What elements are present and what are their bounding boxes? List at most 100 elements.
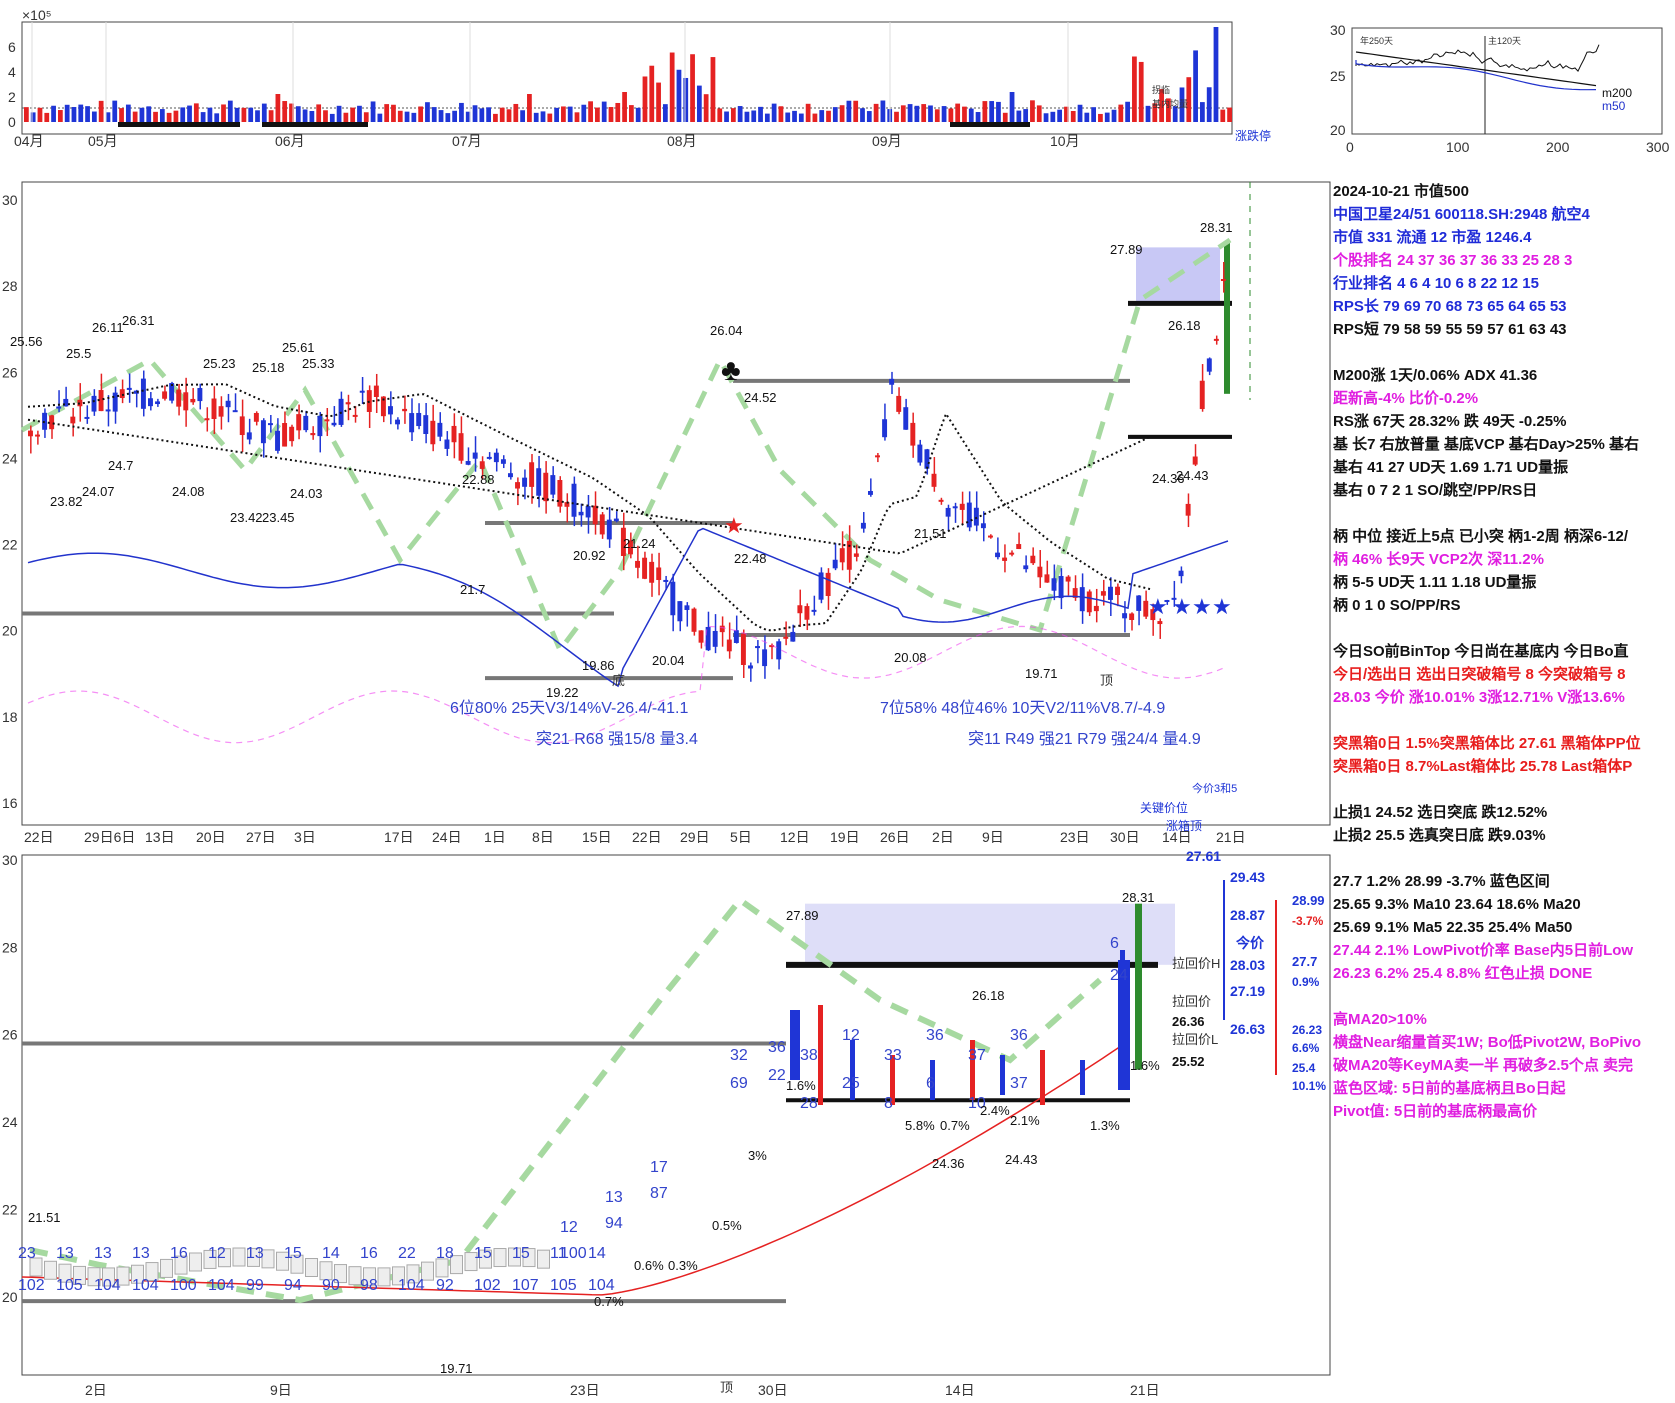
price-label: 23.45 xyxy=(262,510,295,525)
candle-body xyxy=(670,581,676,616)
volume-bar xyxy=(540,111,546,122)
star-icon: ★ xyxy=(1172,594,1192,619)
volume-bar xyxy=(98,100,104,122)
main-x-tick: 17日 xyxy=(384,829,414,845)
info-line xyxy=(1333,502,1673,525)
price-label: 26.04 xyxy=(710,323,743,338)
info-line: 高MA20>10% xyxy=(1333,1011,1427,1028)
candle-body xyxy=(522,477,528,487)
main-x-tick: 8日 xyxy=(532,829,554,845)
candle-body xyxy=(790,631,796,642)
candle-body xyxy=(606,519,612,540)
volume-bar xyxy=(343,112,349,122)
candle-body xyxy=(423,415,429,435)
zoom-price-label: 24.36 xyxy=(932,1156,965,1171)
candle-body xyxy=(98,390,104,412)
main-x-tick: 5日 xyxy=(730,829,752,845)
chart-annotation: 今价3和5 xyxy=(1192,781,1237,795)
volume-bar xyxy=(588,101,593,122)
candle-body xyxy=(437,422,443,437)
volume-bar xyxy=(554,107,559,122)
volume-bar xyxy=(832,107,838,122)
volume-bar xyxy=(119,108,124,122)
bar-number-top: 14 xyxy=(588,1245,606,1262)
volume-bar xyxy=(996,101,1001,122)
volume-bar xyxy=(513,103,519,122)
pct-label: 5.8% xyxy=(905,1118,935,1133)
volume-bar xyxy=(193,103,199,122)
volume-bar xyxy=(336,105,342,122)
bar-number-bottom: 104 xyxy=(208,1277,235,1294)
volume-bar xyxy=(764,113,770,122)
candle-body xyxy=(1002,557,1008,561)
main-x-tick: 22日 xyxy=(632,829,662,845)
info-line: RPS短 79 58 59 55 59 57 61 63 43 xyxy=(1333,321,1567,338)
zoom-candle xyxy=(102,1267,115,1287)
candle-body xyxy=(500,459,506,464)
zoom-candle xyxy=(116,1266,130,1286)
zoom-x-tick: 23日 xyxy=(570,1382,600,1398)
candle-body xyxy=(155,401,160,405)
candle-body xyxy=(663,579,669,582)
chart-annotation: 6位80% 25天V3/14%V-26.4/-41.1 xyxy=(450,699,688,717)
bar-number-top: 13 xyxy=(56,1245,74,1262)
info-line: 25.69 9.1% Ma5 22.35 25.4% Ma50 xyxy=(1333,919,1573,936)
zoom-big-candle xyxy=(930,1060,935,1100)
bar-number-top: 18 xyxy=(436,1245,454,1262)
volume-bar xyxy=(221,104,226,122)
pct-label: 0.7% xyxy=(594,1294,624,1309)
main-x-tick: 22日 xyxy=(24,829,54,845)
candle-body xyxy=(536,468,542,496)
volume-bar xyxy=(472,105,478,122)
volume-bar xyxy=(187,105,192,122)
mini-x-tick: 0 xyxy=(1346,139,1354,155)
volume-bar xyxy=(255,110,260,122)
main-y-tick: 18 xyxy=(2,709,18,725)
candle-body xyxy=(486,456,492,459)
candle-body xyxy=(705,626,711,651)
candle-body xyxy=(1199,380,1205,410)
mini-x-tick: 300 xyxy=(1646,139,1670,155)
volume-bar xyxy=(1138,61,1144,122)
info-line: 止损1 24.52 选日突底 跌12.52% xyxy=(1333,804,1548,821)
candle-body xyxy=(331,422,337,426)
volume-bar xyxy=(425,102,430,122)
candle-body xyxy=(578,511,584,516)
main-y-tick: 28 xyxy=(2,278,18,294)
candle-body xyxy=(112,392,118,412)
right-level-label: 26.23 xyxy=(1292,1023,1322,1037)
main-x-tick: 27日 xyxy=(246,829,276,845)
info-line: 个股排名 24 37 36 37 36 33 25 28 3 xyxy=(1333,252,1573,269)
candle-body xyxy=(1016,544,1022,550)
right-level-label: 6.6% xyxy=(1292,1041,1320,1055)
bar-number-top: 23 xyxy=(18,1245,36,1262)
candle-body xyxy=(988,535,993,538)
bar-number-bottom: 104 xyxy=(94,1277,121,1294)
volume-unit-label: ×10⁵ xyxy=(22,7,52,23)
zoom-big-candle xyxy=(1040,1050,1045,1105)
mini-x-tick: 200 xyxy=(1546,139,1570,155)
candle-body xyxy=(1051,578,1057,591)
candle-body xyxy=(296,414,302,431)
main-y-tick: 26 xyxy=(2,364,18,380)
volume-bars xyxy=(22,27,1232,127)
price-label: 25.33 xyxy=(302,356,335,371)
volume-bar xyxy=(363,112,369,122)
bar-number-top: 37 xyxy=(968,1047,986,1064)
volume-bar xyxy=(37,107,43,122)
zoom-y-tick: 22 xyxy=(2,1201,18,1217)
right-level-label: 28.87 xyxy=(1230,907,1265,923)
volume-bar xyxy=(778,106,784,122)
candle-body xyxy=(1023,565,1029,570)
volume-bar xyxy=(975,112,981,122)
volume-bar xyxy=(717,108,723,122)
candle-body xyxy=(811,609,817,612)
candle-body xyxy=(846,540,852,570)
pct-label: 0.5% xyxy=(712,1218,742,1233)
volume-bar xyxy=(132,111,138,122)
info-line: 基右 41 27 UD天 1.69 1.71 UD量振 xyxy=(1333,459,1569,476)
main-y-tick: 30 xyxy=(2,192,18,208)
candle-body xyxy=(550,475,556,495)
